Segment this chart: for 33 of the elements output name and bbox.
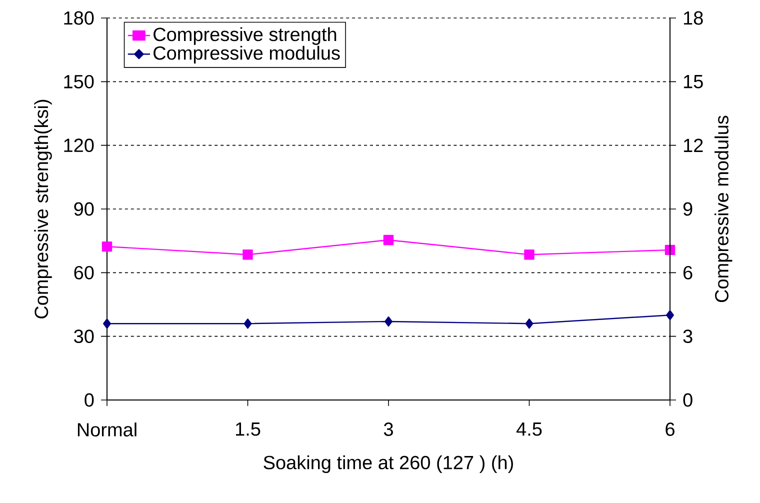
point — [384, 316, 392, 327]
y-axis-title: Compressive strength(ksi) — [34, 100, 52, 318]
x-tick-label: Normal — [78, 422, 136, 436]
y2-tick-label: 0 — [683, 393, 692, 407]
point — [524, 250, 534, 260]
y-tick-label: 150 — [64, 74, 94, 88]
point — [383, 234, 394, 246]
point — [242, 250, 253, 260]
legend-label: Compressive modulus — [154, 46, 340, 64]
point — [244, 318, 252, 329]
point — [525, 318, 534, 329]
y-tick-label: 90 — [74, 202, 94, 216]
y-tick-label: 120 — [64, 138, 94, 152]
y2-axis-title: Compressive modulus — [714, 116, 732, 302]
y2-tick-label: 12 — [684, 138, 703, 152]
point — [666, 310, 674, 320]
y-tick-label: 0 — [84, 393, 94, 407]
y2-tick-label: 9 — [683, 202, 692, 216]
y2-tick-label: 18 — [684, 11, 703, 25]
point — [103, 318, 111, 329]
x-tick-label: 3 — [384, 422, 393, 436]
legend-label: Compressive strength — [154, 27, 336, 45]
point — [102, 241, 112, 252]
y2-tick-label: 15 — [684, 75, 703, 88]
x-tick-label: 6 — [666, 422, 674, 436]
x-tick-label: 4.5 — [516, 422, 542, 436]
x-tick-label: 1.5 — [236, 422, 260, 436]
y-tick-label: 180 — [64, 11, 94, 25]
y-tick-label: 60 — [74, 266, 94, 280]
y-tick-label: 30 — [74, 330, 94, 344]
y2-tick-label: 6 — [684, 266, 692, 280]
y2-tick-label: 3 — [683, 330, 692, 344]
x-axis-title: Soaking time at 260 (127 ) (h) — [264, 455, 513, 474]
